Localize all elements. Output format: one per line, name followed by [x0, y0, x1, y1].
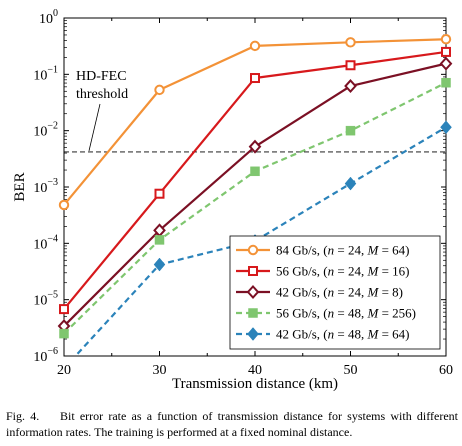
legend-label: 56 Gb/s, (n = 24, M = 16): [276, 264, 410, 279]
x-tick-label: 40: [248, 363, 262, 378]
series-2-point: [441, 46, 451, 57]
threshold-pointer: [88, 103, 101, 151]
y-tick-label: 10−1: [33, 64, 58, 83]
y-tick-label: 100: [39, 8, 58, 27]
legend-label: 84 Gb/s, (n = 24, M = 64): [276, 243, 410, 258]
series-1-point: [249, 40, 261, 52]
series-3-point: [248, 139, 262, 154]
x-axis-title: Transmission distance (km): [172, 376, 338, 392]
series-line-1: [64, 38, 446, 206]
series-2-point: [345, 60, 356, 71]
legend-swatch-marker: [248, 266, 258, 276]
figure-caption: Fig. 4. Bit error rate as a function of …: [6, 408, 458, 440]
legend-swatch-marker: [246, 285, 260, 299]
legend-swatch-marker: [247, 244, 259, 256]
series-line-5: [73, 126, 446, 356]
series-5-point: [440, 120, 452, 135]
y-tick-label: 10−3: [33, 177, 58, 196]
series-5-point: [344, 176, 357, 191]
series-1-point: [345, 37, 356, 48]
series-2-point: [154, 188, 165, 199]
legend-swatch-marker: [248, 308, 258, 318]
x-tick-label: 20: [57, 363, 71, 378]
figure-number: Fig. 4.: [6, 409, 40, 423]
y-tick-label: 10−2: [33, 121, 58, 140]
series-4-point: [441, 77, 451, 88]
series-3-point: [439, 56, 453, 71]
threshold-label-line1: HD-FEC: [76, 69, 127, 84]
y-axis-title: BER: [12, 172, 28, 201]
series-2-point: [59, 304, 69, 315]
legend-label: 56 Gb/s, (n = 48, M = 256): [276, 306, 416, 321]
caption-text: Bit error rate as a function of transmis…: [6, 409, 461, 439]
series-4-point: [59, 328, 69, 339]
y-tick-label: 10−5: [33, 290, 58, 309]
y-tick-label: 10−6: [33, 346, 58, 365]
threshold-layer: HD-FEC threshold: [64, 69, 446, 153]
series-1-point: [154, 84, 165, 96]
series-3-point: [344, 79, 357, 94]
axes: 20 30 40 50 60 100 10−1 10−2 10−3 10−4 10−5 10−6: [33, 8, 453, 378]
x-tick-label: 60: [439, 363, 453, 378]
series-4-point: [345, 125, 356, 136]
legend-swatch-marker: [247, 327, 259, 341]
legend: 84 Gb/s, (n = 24, M = 64) 56 Gb/s, (n = 2…: [229, 235, 441, 350]
x-tick-label: 50: [344, 363, 358, 378]
series-5-point: [153, 257, 166, 272]
legend-label: 42 Gb/s, (n = 24, M = 8): [276, 285, 403, 300]
legend-label: 42 Gb/s, (n = 48, M = 64): [276, 327, 410, 342]
series-4-point: [250, 166, 260, 177]
series-1-point: [58, 199, 70, 211]
series-2-point: [250, 73, 260, 84]
series-1-point: [440, 34, 452, 45]
series-4-point: [154, 235, 165, 245]
y-tick-label: 10−4: [33, 233, 58, 252]
x-tick-label: 30: [153, 363, 167, 378]
ber-chart: 20 30 40 50 60 100 10−1 10−2 10−3 10−4 10−5 10−6 HD…: [12, 8, 453, 392]
threshold-label-line2: threshold: [76, 87, 128, 102]
marker-layer: [57, 34, 453, 339]
